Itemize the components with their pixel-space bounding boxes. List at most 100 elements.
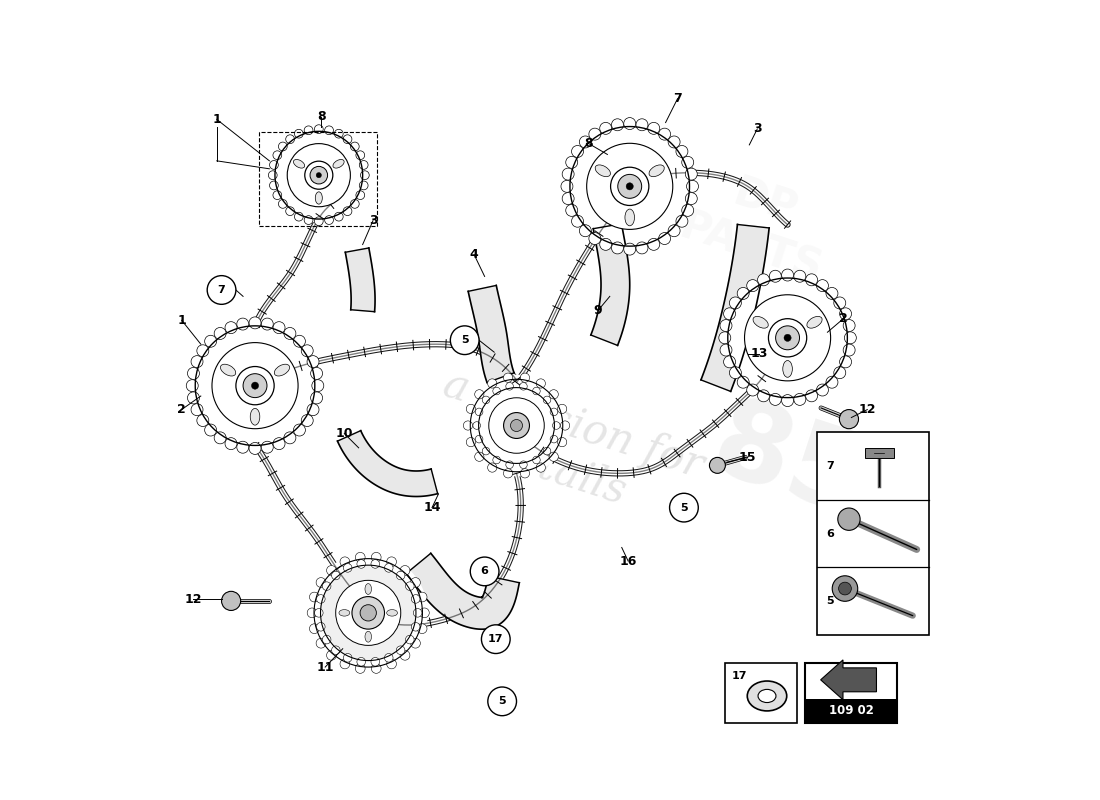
Circle shape: [340, 659, 350, 669]
Circle shape: [316, 578, 326, 587]
Text: 11: 11: [317, 661, 334, 674]
Circle shape: [618, 174, 641, 198]
Circle shape: [550, 408, 558, 416]
Circle shape: [686, 180, 698, 192]
Circle shape: [396, 571, 405, 580]
Circle shape: [839, 356, 851, 368]
Circle shape: [550, 435, 558, 443]
Circle shape: [565, 156, 578, 168]
Bar: [817, 432, 928, 635]
Circle shape: [488, 398, 544, 454]
Circle shape: [466, 404, 475, 414]
Circle shape: [360, 161, 368, 170]
Circle shape: [482, 447, 490, 455]
Circle shape: [355, 552, 365, 562]
Circle shape: [839, 410, 858, 429]
Circle shape: [419, 608, 429, 618]
Text: 5: 5: [680, 502, 688, 513]
Text: 14: 14: [424, 501, 441, 514]
Circle shape: [543, 447, 551, 455]
Circle shape: [307, 608, 317, 618]
Circle shape: [310, 392, 322, 404]
Circle shape: [315, 217, 323, 226]
Circle shape: [355, 663, 365, 674]
Circle shape: [724, 356, 736, 368]
Circle shape: [273, 190, 282, 199]
Circle shape: [536, 463, 546, 472]
Circle shape: [278, 142, 287, 151]
Circle shape: [565, 204, 578, 216]
Circle shape: [226, 438, 236, 450]
Circle shape: [718, 332, 730, 344]
Circle shape: [387, 659, 396, 669]
Circle shape: [729, 297, 741, 309]
Ellipse shape: [333, 159, 344, 168]
Circle shape: [465, 374, 568, 476]
Circle shape: [396, 646, 405, 654]
Circle shape: [410, 638, 420, 648]
Circle shape: [214, 327, 227, 339]
Circle shape: [612, 118, 624, 130]
Circle shape: [336, 580, 400, 646]
Circle shape: [351, 199, 360, 208]
Circle shape: [747, 384, 759, 396]
Circle shape: [190, 321, 320, 450]
Text: 4: 4: [470, 249, 478, 262]
Circle shape: [473, 422, 481, 430]
Circle shape: [747, 280, 759, 291]
Text: 16: 16: [619, 554, 637, 567]
Circle shape: [243, 374, 267, 398]
Circle shape: [776, 326, 800, 350]
Circle shape: [235, 366, 274, 405]
Polygon shape: [406, 554, 519, 630]
Circle shape: [520, 469, 529, 478]
Circle shape: [295, 212, 304, 221]
Ellipse shape: [294, 159, 305, 168]
Circle shape: [252, 382, 258, 390]
Ellipse shape: [758, 690, 776, 702]
Circle shape: [191, 404, 204, 416]
Circle shape: [309, 554, 428, 673]
Circle shape: [624, 118, 636, 130]
Circle shape: [769, 394, 781, 406]
Circle shape: [729, 366, 741, 378]
Circle shape: [331, 571, 340, 580]
Polygon shape: [701, 225, 769, 391]
Circle shape: [794, 394, 806, 406]
Circle shape: [648, 238, 660, 250]
Circle shape: [532, 456, 540, 464]
Circle shape: [769, 270, 781, 282]
Circle shape: [331, 646, 340, 654]
Circle shape: [504, 469, 513, 478]
Circle shape: [400, 650, 410, 660]
Circle shape: [493, 387, 500, 395]
Circle shape: [636, 118, 648, 130]
Circle shape: [273, 322, 285, 334]
Circle shape: [236, 442, 249, 454]
Circle shape: [737, 376, 749, 388]
Circle shape: [833, 576, 858, 602]
Circle shape: [532, 387, 540, 395]
Text: 1: 1: [177, 314, 186, 326]
Circle shape: [675, 146, 688, 158]
Circle shape: [273, 438, 285, 450]
Circle shape: [385, 564, 393, 572]
Circle shape: [186, 380, 198, 392]
Circle shape: [316, 173, 321, 178]
Circle shape: [816, 280, 828, 291]
Text: 3: 3: [368, 214, 377, 227]
Circle shape: [343, 135, 352, 143]
Polygon shape: [821, 660, 877, 700]
Circle shape: [626, 182, 634, 190]
Text: 17: 17: [732, 671, 747, 681]
Circle shape: [549, 452, 559, 462]
Circle shape: [287, 144, 351, 206]
Circle shape: [278, 199, 287, 208]
Circle shape: [624, 243, 636, 255]
Circle shape: [324, 216, 333, 225]
Circle shape: [520, 373, 529, 382]
Text: 109 02: 109 02: [828, 705, 873, 718]
Circle shape: [466, 438, 475, 446]
Text: 17: 17: [488, 634, 504, 644]
Circle shape: [580, 136, 592, 148]
